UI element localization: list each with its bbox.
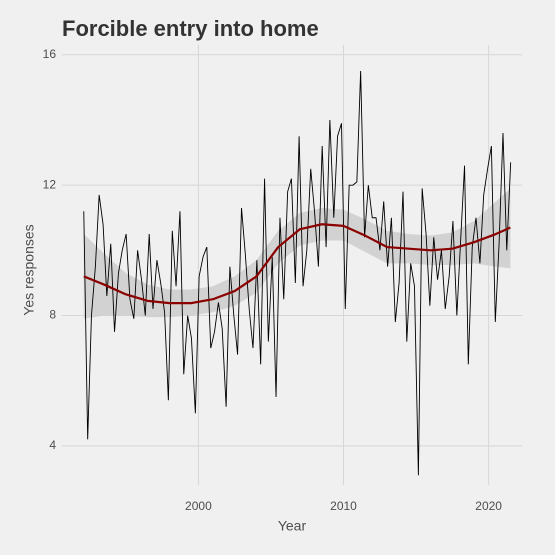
smooth-line [83, 223, 511, 305]
x-tick-label: 2020 [475, 499, 502, 513]
x-tick-label: 2010 [330, 499, 357, 513]
chart-title: Forcible entry into home [62, 16, 319, 41]
y-tick-label: 8 [49, 308, 56, 322]
y-tick-label: 16 [43, 47, 57, 61]
confidence-band [83, 188, 511, 319]
x-tick-label: 2000 [185, 499, 212, 513]
y-tick-label: 4 [49, 438, 56, 452]
y-axis-label: Yes responses [21, 224, 37, 315]
y-tick-label: 12 [43, 177, 57, 191]
data-line [83, 71, 512, 476]
x-axis-label: Year [278, 518, 307, 534]
